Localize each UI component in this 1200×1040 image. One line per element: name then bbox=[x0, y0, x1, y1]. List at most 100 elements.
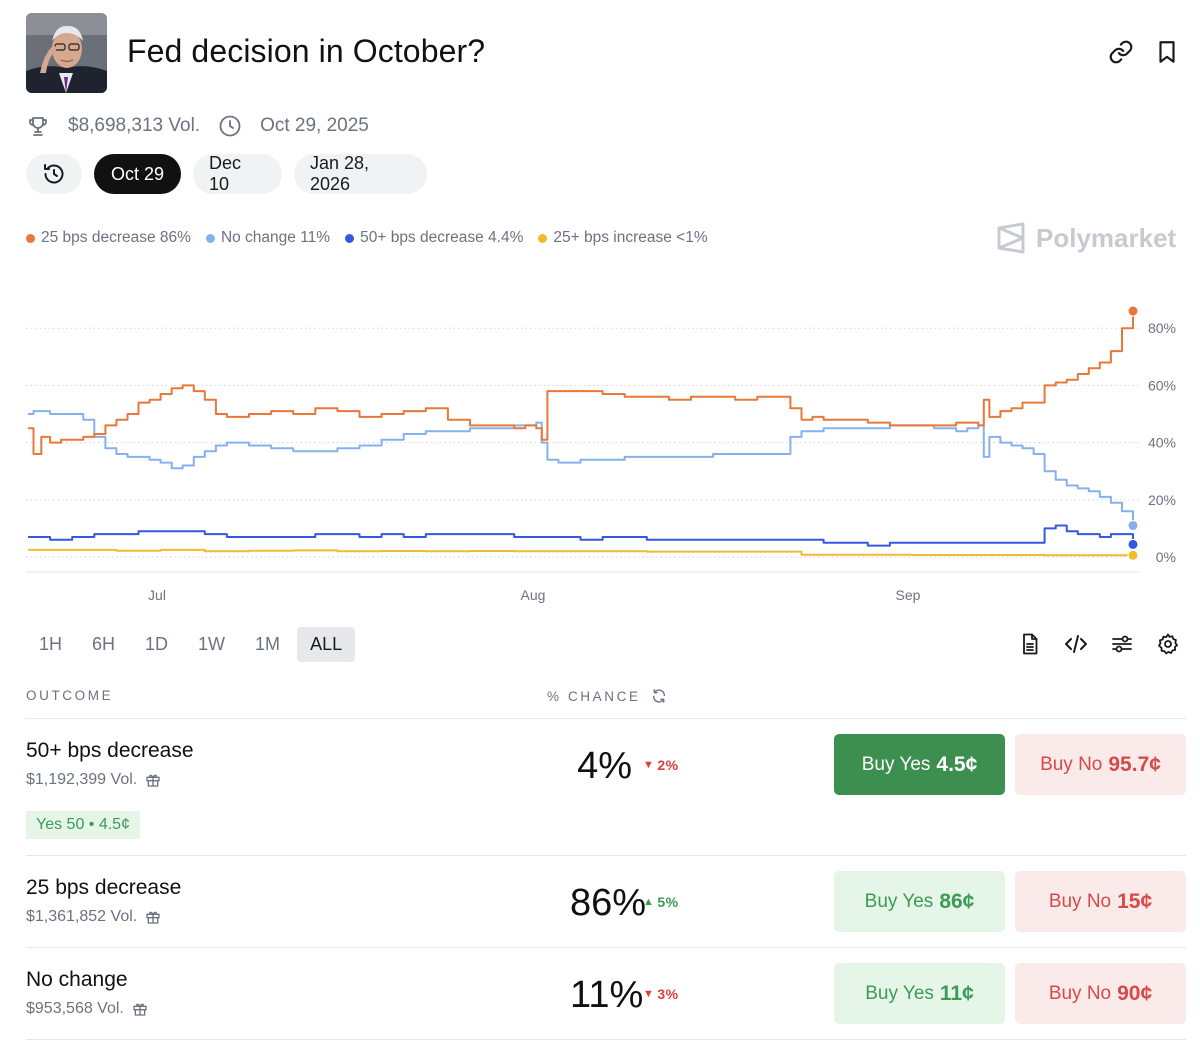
embed-code-icon[interactable] bbox=[1064, 632, 1088, 656]
series-endpoint bbox=[1127, 305, 1139, 317]
gift-icon[interactable] bbox=[145, 909, 161, 925]
y-tick-label: 60% bbox=[1148, 377, 1176, 393]
range-6h[interactable]: 6H bbox=[92, 634, 116, 654]
outcome-chance: 11% bbox=[570, 974, 644, 1016]
chart-gridlines bbox=[26, 327, 1140, 573]
down-triangle-icon: ▼ bbox=[643, 759, 655, 771]
gift-icon[interactable] bbox=[145, 772, 161, 788]
settings-gear-icon[interactable] bbox=[1156, 632, 1180, 656]
col-chance: % CHANCE bbox=[547, 688, 667, 704]
buy-yes-button[interactable]: Buy Yes 86¢ bbox=[834, 871, 1005, 932]
chance-delta: ▼ 3% bbox=[643, 986, 679, 1002]
date-selector: Oct 29 Dec 10 Jan 28, 2026 bbox=[26, 153, 427, 194]
legend-item: No change 11% bbox=[205, 229, 330, 247]
history-button[interactable] bbox=[26, 154, 82, 194]
range-all[interactable]: ALL bbox=[297, 627, 356, 662]
outcome-row[interactable]: 25 bps decrease $1,361,852 Vol. 86% ▲ 5% … bbox=[26, 856, 1186, 948]
date-tab-oct-29[interactable]: Oct 29 bbox=[94, 154, 181, 194]
buy-no-button[interactable]: Buy No 15¢ bbox=[1015, 871, 1186, 932]
chance-delta: ▼ 2% bbox=[643, 757, 679, 773]
x-tick-label: Sep bbox=[896, 587, 921, 603]
series-endpoint bbox=[1127, 538, 1139, 550]
outcome-volume-text: $953,568 Vol. bbox=[26, 1000, 124, 1017]
x-tick-label: Jul bbox=[148, 587, 166, 603]
sliders-icon[interactable] bbox=[1110, 632, 1134, 656]
outcome-chance: 4% bbox=[577, 745, 632, 787]
range-1w[interactable]: 1W bbox=[198, 634, 226, 654]
outcome-volume-text: $1,361,852 Vol. bbox=[26, 908, 138, 925]
chart-legend: 25 bps decrease 86% No change 11% 50+ bp… bbox=[26, 229, 708, 247]
legend-dot bbox=[538, 233, 548, 243]
chart-tools bbox=[1018, 632, 1180, 656]
end-date: Oct 29, 2025 bbox=[260, 115, 369, 136]
outcome-name: 25 bps decrease bbox=[26, 876, 182, 899]
total-volume: $8,698,313 Vol. bbox=[68, 115, 201, 136]
chance-delta-value: 5% bbox=[657, 894, 679, 910]
legend-item: 25 bps decrease 86% bbox=[26, 229, 191, 247]
history-icon bbox=[44, 164, 64, 184]
legend-dot bbox=[345, 233, 355, 243]
page-title: Fed decision in October? bbox=[127, 33, 486, 69]
position-badge: Yes 50 • 4.5¢ bbox=[26, 811, 140, 839]
outcome-volume: $1,192,399 Vol. bbox=[26, 771, 161, 789]
clock-icon bbox=[219, 115, 241, 137]
y-tick-label: 40% bbox=[1148, 435, 1176, 451]
buy-no-price: 95.7¢ bbox=[1108, 752, 1161, 776]
buy-yes-label: Buy Yes bbox=[864, 890, 934, 912]
series-endpoint bbox=[1127, 520, 1139, 532]
series-line-50-bps-decrease bbox=[28, 524, 1134, 547]
time-range-selector: 1H 6H 1D 1W 1M ALL bbox=[26, 627, 356, 662]
y-axis-ticks: 80% 60% 40% 20% 0% bbox=[1148, 320, 1176, 565]
buy-no-button[interactable]: Buy No 90¢ bbox=[1015, 963, 1186, 1024]
legend-label: 25+ bps increase <1% bbox=[553, 229, 708, 246]
series-line-25-bps-decrease bbox=[28, 311, 1134, 455]
market-meta: $8,698,313 Vol. Oct 29, 2025 bbox=[26, 112, 369, 140]
range-1h[interactable]: 1H bbox=[39, 634, 63, 654]
refresh-icon[interactable] bbox=[651, 688, 667, 704]
bookmark-icon[interactable] bbox=[1154, 39, 1180, 65]
outcome-row[interactable]: No change $953,568 Vol. 11% ▼ 3% Buy Yes 1… bbox=[26, 948, 1186, 1040]
outcome-table-header: OUTCOME % CHANCE bbox=[26, 687, 1186, 719]
price-history-chart[interactable]: 80% 60% 40% 20% 0% Jul Aug Sep bbox=[0, 280, 1200, 610]
legend-item: 50+ bps decrease 4.4% bbox=[345, 229, 523, 247]
legend-item: 25+ bps increase <1% bbox=[538, 229, 708, 247]
outcome-volume: $1,361,852 Vol. bbox=[26, 908, 161, 926]
buy-no-label: Buy No bbox=[1048, 890, 1112, 912]
down-triangle-icon: ▼ bbox=[643, 988, 655, 1000]
buy-yes-price: 4.5¢ bbox=[936, 752, 978, 776]
buy-yes-price: 11¢ bbox=[939, 981, 974, 1005]
buy-yes-button[interactable]: Buy Yes 11¢ bbox=[834, 963, 1005, 1024]
outcome-row[interactable]: 50+ bps decrease $1,192,399 Vol. Yes 50 … bbox=[26, 719, 1186, 856]
chance-delta-value: 3% bbox=[657, 986, 679, 1002]
col-chance-label: % CHANCE bbox=[547, 688, 641, 704]
buy-yes-label: Buy Yes bbox=[861, 753, 931, 775]
buy-yes-price: 86¢ bbox=[939, 889, 975, 913]
buy-no-button[interactable]: Buy No 95.7¢ bbox=[1015, 734, 1186, 795]
market-avatar bbox=[26, 13, 107, 93]
x-tick-label: Aug bbox=[521, 587, 546, 603]
chance-delta-value: 2% bbox=[657, 757, 679, 773]
up-triangle-icon: ▲ bbox=[643, 896, 655, 908]
market-header: Fed decision in October? bbox=[26, 13, 1186, 93]
document-icon[interactable] bbox=[1018, 632, 1042, 656]
chance-delta: ▲ 5% bbox=[643, 894, 679, 910]
buy-yes-button[interactable]: Buy Yes 4.5¢ bbox=[834, 734, 1005, 795]
link-icon[interactable] bbox=[1108, 39, 1134, 65]
series-line-no-change bbox=[28, 410, 1134, 526]
date-tab-dec-10[interactable]: Dec 10 bbox=[193, 153, 282, 194]
outcome-volume-text: $1,192,399 Vol. bbox=[26, 771, 138, 788]
series-endpoint bbox=[1127, 549, 1139, 561]
date-tab-jan-28-2026[interactable]: Jan 28, 2026 bbox=[294, 153, 427, 194]
outcome-volume: $953,568 Vol. bbox=[26, 1000, 148, 1018]
y-tick-label: 0% bbox=[1156, 549, 1176, 565]
buy-no-label: Buy No bbox=[1048, 982, 1112, 1004]
y-tick-label: 20% bbox=[1148, 492, 1176, 508]
legend-label: 25 bps decrease 86% bbox=[41, 229, 191, 246]
outcome-chance: 86% bbox=[570, 882, 647, 924]
legend-dot bbox=[26, 233, 35, 243]
range-1d[interactable]: 1D bbox=[145, 634, 169, 654]
range-1m[interactable]: 1M bbox=[255, 634, 281, 654]
buy-no-price: 90¢ bbox=[1117, 981, 1153, 1005]
gift-icon[interactable] bbox=[132, 1001, 148, 1017]
buy-no-label: Buy No bbox=[1040, 753, 1103, 775]
